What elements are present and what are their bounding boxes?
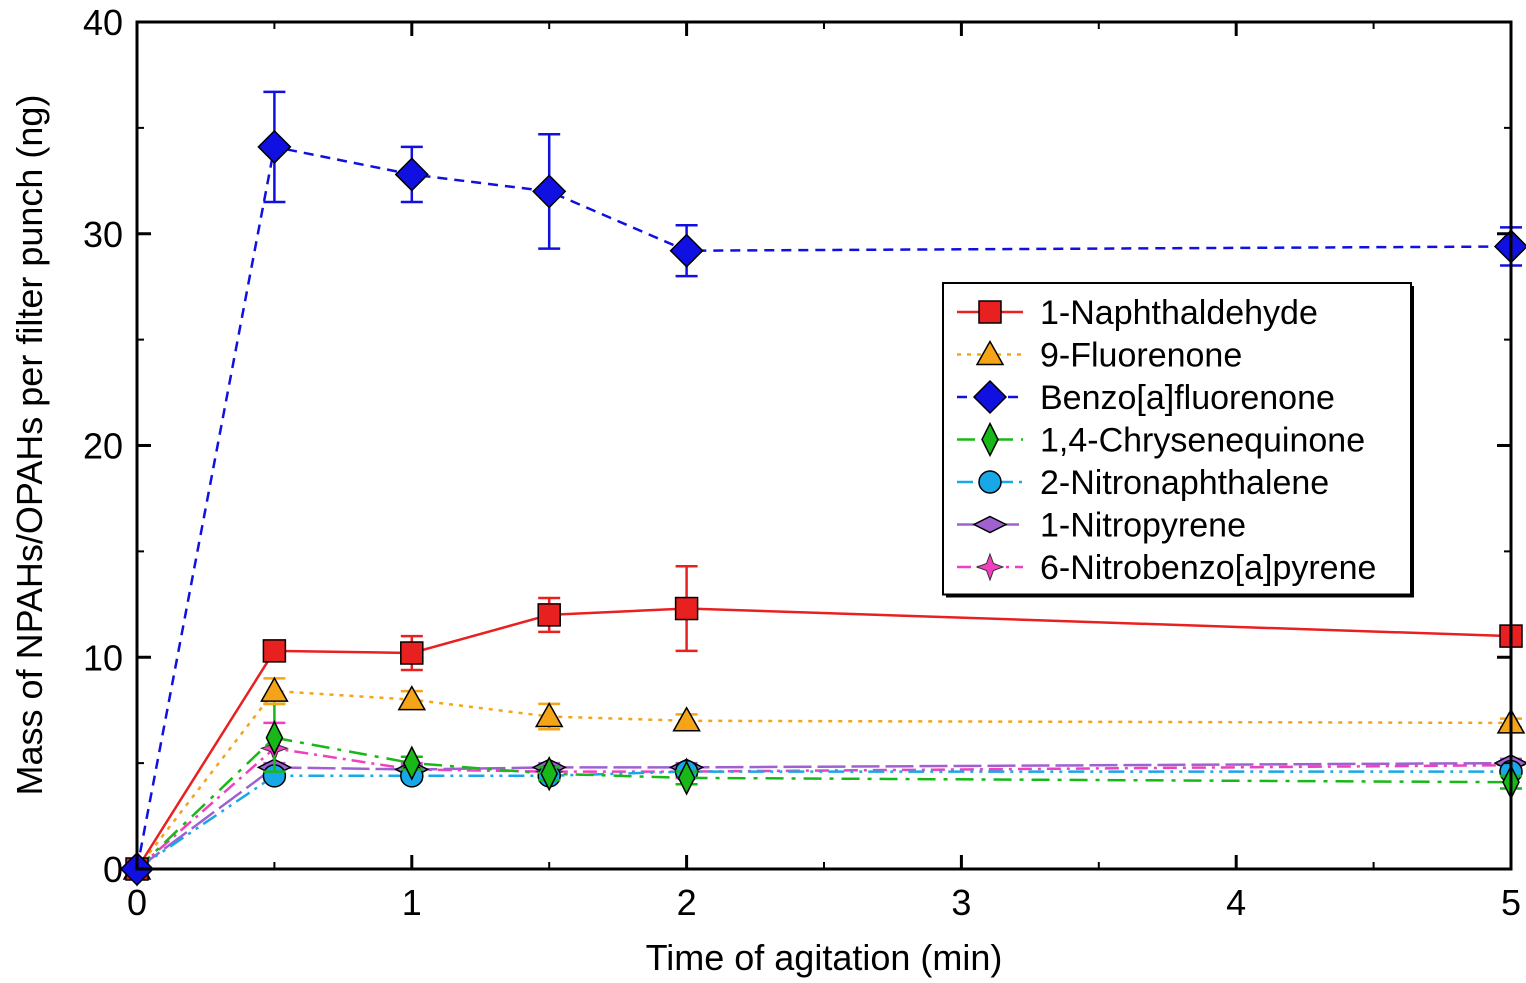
legend-marker — [972, 379, 1008, 415]
data-point — [677, 760, 696, 796]
legend-label: 9-Fluorenone — [1040, 337, 1242, 375]
data-point — [260, 676, 289, 702]
series-5 — [119, 754, 1526, 878]
legend-marker — [978, 300, 1002, 324]
data-point — [402, 745, 421, 781]
x-tick-label: 3 — [951, 882, 971, 923]
data-point — [265, 720, 284, 756]
legend: 1-Naphthaldehyde 9-Fluorenone Benzo[a]fluo… — [942, 282, 1414, 598]
data-point — [537, 603, 561, 627]
legend-label: 1-Nitropyrene — [1040, 507, 1246, 545]
legend-label: 1,4-Chrysenequinone — [1040, 422, 1365, 460]
legend-entry: Benzo[a]fluorenone — [957, 379, 1335, 417]
series-3 — [128, 702, 1522, 887]
data-point — [540, 756, 559, 792]
legend-label: 1-Naphthaldehyde — [1040, 294, 1318, 332]
x-tick-label: 5 — [1501, 882, 1521, 923]
series-line — [136, 761, 1512, 871]
x-tick-label: 1 — [402, 882, 422, 923]
data-point — [262, 639, 287, 663]
data-point — [674, 596, 699, 621]
legend-entry: 9-Fluorenone — [957, 337, 1242, 375]
y-axis-title: Mass of NPAHs/OPAHs per filter punch (ng… — [9, 95, 50, 796]
y-tick-label: 40 — [83, 2, 123, 43]
data-point — [669, 233, 704, 268]
data-point — [394, 157, 429, 192]
series-6 — [122, 721, 1526, 884]
x-tick-label: 2 — [677, 882, 697, 923]
data-point — [397, 685, 427, 711]
legend-marker — [978, 470, 1002, 494]
legend-marker — [981, 421, 999, 458]
legend-entry: 1-Nitropyrene — [957, 507, 1246, 545]
legend-marker — [975, 552, 1005, 582]
y-tick-label: 10 — [83, 637, 123, 678]
series-line — [136, 746, 1512, 870]
legend-entry: 2-Nitronaphthalene — [957, 464, 1329, 502]
data-point — [532, 174, 567, 209]
legend-label: 6-Nitrobenzo[a]pyrene — [1040, 549, 1376, 587]
legend-label: Benzo[a]fluorenone — [1040, 379, 1335, 417]
x-tick-label: 0 — [127, 882, 147, 923]
series-line — [135, 145, 1512, 870]
x-tick-label: 4 — [1226, 882, 1246, 923]
data-point — [257, 129, 292, 164]
series-0 — [125, 564, 1523, 881]
data-point — [400, 641, 424, 665]
y-tick-label: 0 — [103, 849, 123, 890]
x-axis-title: Time of agitation (min) — [646, 937, 1003, 978]
y-tick-label: 20 — [83, 426, 123, 467]
y-tick-label: 30 — [83, 214, 123, 255]
legend-marker — [975, 339, 1005, 366]
legend-entry: 1,4-Chrysenequinone — [957, 422, 1365, 460]
legend-entry: 6-Nitrobenzo[a]pyrene — [957, 549, 1376, 587]
legend-marker — [972, 515, 1008, 534]
data-point — [672, 706, 701, 732]
series-1 — [122, 676, 1526, 880]
data-point — [534, 702, 564, 728]
series-line — [136, 736, 1512, 870]
legend-label: 2-Nitronaphthalene — [1040, 464, 1329, 502]
series-line — [136, 770, 1511, 871]
series-line — [135, 607, 1512, 870]
legend-entry: 1-Naphthaldehyde — [957, 294, 1318, 332]
series-line — [136, 689, 1512, 870]
